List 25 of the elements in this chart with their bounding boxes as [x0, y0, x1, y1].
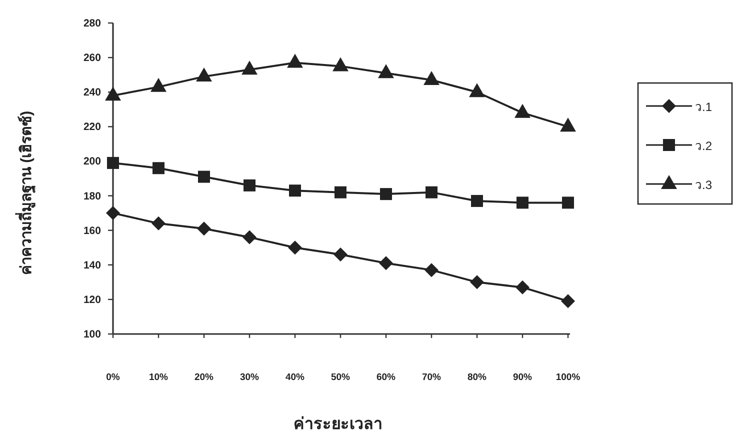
y-tick-label: 160: [83, 224, 101, 237]
legend-label: ว.1: [695, 100, 712, 114]
y-tick-label: 120: [83, 294, 101, 306]
y-tick-label: 280: [83, 18, 101, 30]
x-tick-label: 60%: [376, 372, 396, 383]
x-tick-label: 100%: [556, 372, 580, 383]
x-tick-label: 30%: [240, 372, 259, 383]
y-tick-label: 140: [83, 259, 101, 272]
x-tick-label: 50%: [331, 372, 350, 383]
x-tick-label: 20%: [194, 372, 214, 383]
x-tick-label: 40%: [286, 372, 304, 383]
x-axis-title: ค่าระยะเวลา: [294, 416, 382, 433]
x-tick-label: 70%: [422, 372, 441, 383]
x-tick-label: 90%: [513, 372, 532, 383]
y-tick-label: 180: [83, 190, 101, 202]
y-tick-label: 220: [83, 121, 101, 134]
legend-label: ว.2: [695, 139, 712, 153]
x-tick-label: 80%: [468, 372, 486, 383]
x-tick-label: 0%: [106, 372, 120, 383]
y-tick-label: 200: [83, 156, 101, 168]
y-tick-label: 100: [83, 328, 101, 340]
y-tick-label: 260: [83, 52, 101, 64]
y-tick-label: 240: [83, 86, 101, 99]
x-tick-label: 10%: [149, 372, 168, 383]
legend-label: ว.3: [695, 178, 712, 192]
